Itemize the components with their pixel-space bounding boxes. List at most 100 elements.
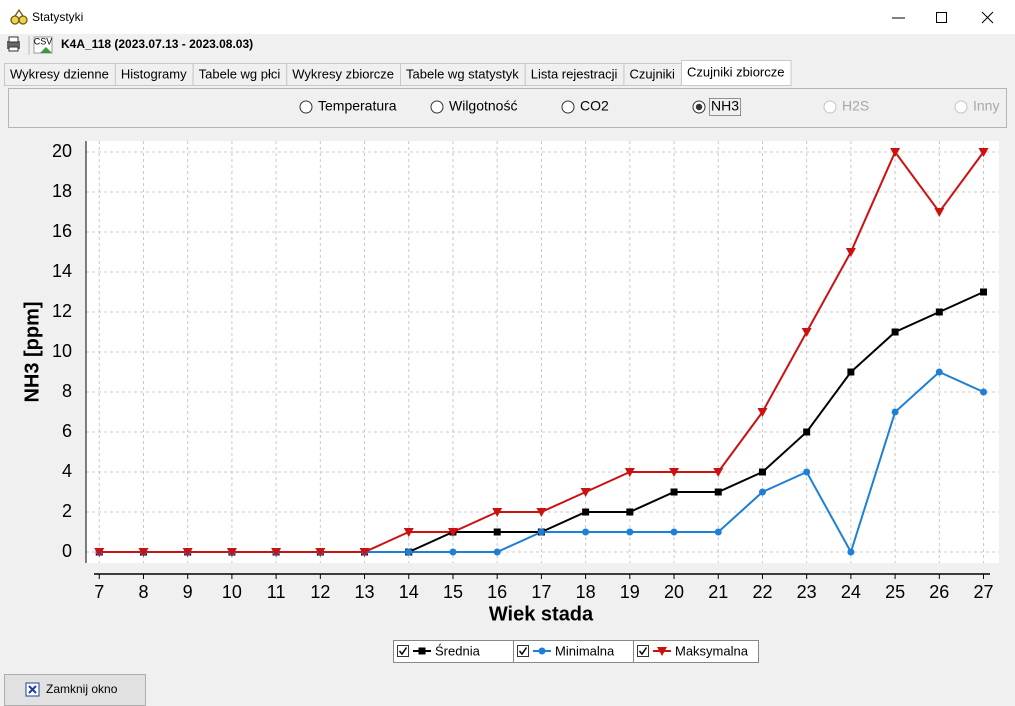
radio-dot [695, 103, 703, 111]
radio-circle [299, 100, 313, 114]
radio-label: H2S [842, 98, 869, 114]
radio-option[interactable]: Wilgotność [430, 98, 517, 114]
radio-option[interactable]: CO2 [561, 98, 609, 114]
marker [847, 368, 855, 376]
marker [538, 647, 546, 655]
print-icon[interactable] [7, 36, 20, 52]
x-tick-label: 22 [752, 582, 772, 602]
checkbox-check [638, 647, 648, 656]
marker [935, 368, 943, 376]
x-tick-label: 18 [576, 582, 596, 602]
tab[interactable]: Lista rejestracji [524, 63, 625, 86]
tab-label: Wykresy dzienne [10, 66, 109, 81]
legend-checkbox[interactable] [517, 645, 529, 657]
radio-option[interactable]: Temperatura [299, 98, 397, 114]
marker [670, 528, 678, 536]
y-tick-label: 2 [62, 501, 72, 521]
marker [359, 548, 370, 557]
radio-circle [954, 100, 968, 114]
marker [801, 328, 812, 337]
radio-circle [430, 100, 444, 114]
marker [493, 548, 501, 556]
x-tick-label: 16 [487, 582, 507, 602]
x-tick-label: 9 [183, 582, 193, 602]
legend: Średnia Minimalna Maksymalna [393, 640, 759, 663]
maximize-button[interactable] [936, 12, 947, 23]
radio-label: CO2 [580, 98, 609, 114]
marker [403, 528, 414, 537]
close-button-label: Zamknij okno [46, 682, 118, 696]
radio-circle [561, 100, 575, 114]
marker [758, 488, 766, 496]
tab[interactable]: Czujniki zbiorcze [680, 60, 792, 86]
x-tick-label: 23 [797, 582, 817, 602]
x-tick-label: 25 [885, 582, 905, 602]
marker [226, 548, 237, 557]
x-tick-label: 24 [841, 582, 861, 602]
marker [447, 528, 458, 537]
legend-checkbox[interactable] [397, 645, 409, 657]
x-tick-label: 7 [94, 582, 104, 602]
y-tick-label: 10 [52, 341, 72, 361]
x-tick-label: 13 [355, 582, 375, 602]
marker [657, 647, 667, 656]
x-tick-label: 10 [222, 582, 242, 602]
marker [94, 548, 105, 557]
csv-icon[interactable]: CSV [33, 36, 53, 54]
legend-checkbox[interactable] [637, 645, 649, 657]
marker [670, 488, 678, 496]
tab-label: Tabele wg statystyk [406, 66, 519, 81]
radio-label: Wilgotność [449, 98, 517, 114]
marker [980, 288, 988, 296]
marker [271, 548, 282, 557]
tab[interactable]: Histogramy [114, 63, 194, 86]
title-bar [0, 0, 1015, 34]
marker [536, 508, 547, 517]
radio-label: Inny [973, 98, 999, 114]
marker [182, 548, 193, 557]
csv-label: CSV [34, 36, 53, 46]
radio-option[interactable]: NH3 [692, 98, 742, 116]
marker [713, 468, 724, 477]
marker [493, 528, 501, 536]
marker [978, 148, 989, 157]
radio-label: NH3 [711, 98, 739, 114]
marker [891, 328, 899, 336]
y-tick-label: 14 [52, 261, 72, 281]
marker [890, 148, 901, 157]
y-tick-label: 20 [52, 141, 72, 161]
tab-label: Czujniki zbiorcze [687, 64, 785, 79]
checkbox-box [637, 645, 649, 657]
marker [580, 488, 591, 497]
marker [891, 408, 899, 416]
tab-label: Wykresy zbiorcze [292, 66, 394, 81]
legend-box [393, 640, 759, 663]
x-tick-label: 8 [138, 582, 148, 602]
tab-label: Czujniki [629, 66, 675, 81]
x-tick-label: 26 [929, 582, 949, 602]
tab[interactable]: Tabele wg statystyk [400, 63, 526, 86]
radio-label: Temperatura [318, 98, 397, 114]
marker [847, 548, 855, 556]
y-tick-label: 16 [52, 221, 72, 241]
marker [418, 647, 426, 655]
y-tick-label: 4 [62, 461, 72, 481]
marker [803, 468, 811, 476]
tab-bar: Wykresy dzienne Histogramy Tabele wg płci W… [4, 60, 792, 86]
radio-option: H2S [823, 98, 869, 114]
tab[interactable]: Czujniki [623, 63, 682, 86]
x-tick-label: 11 [267, 582, 286, 602]
report-title: K4A_118 (2023.07.13 - 2023.08.03) [61, 37, 253, 51]
radio-panel [8, 88, 1007, 128]
tab[interactable]: Wykresy zbiorcze [286, 63, 402, 86]
marker [405, 548, 413, 556]
close-window-button[interactable] [981, 11, 994, 24]
app-icon [10, 8, 28, 25]
marker [935, 308, 943, 316]
tab[interactable]: Tabele wg płci [192, 63, 288, 86]
tab[interactable]: Wykresy dzienne [4, 63, 116, 86]
marker [582, 528, 590, 536]
marker [626, 528, 634, 536]
marker [934, 208, 945, 217]
